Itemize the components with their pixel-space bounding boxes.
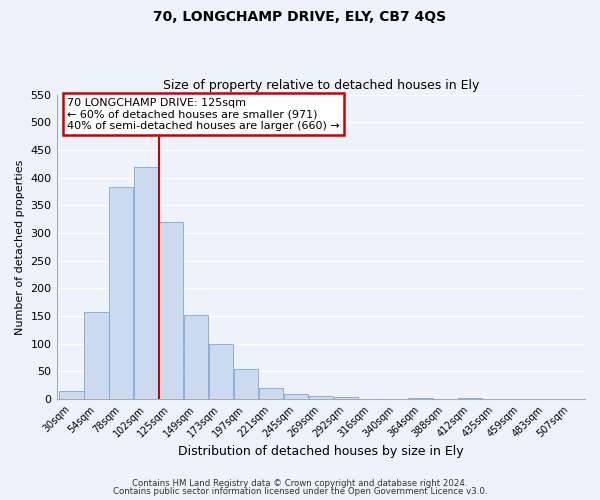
X-axis label: Distribution of detached houses by size in Ely: Distribution of detached houses by size … — [178, 444, 464, 458]
Title: Size of property relative to detached houses in Ely: Size of property relative to detached ho… — [163, 79, 479, 92]
Bar — [159, 222, 183, 399]
Bar — [334, 397, 358, 399]
Bar — [59, 391, 83, 399]
Bar — [109, 187, 133, 399]
Bar — [409, 398, 433, 399]
Bar — [558, 398, 582, 399]
Bar — [458, 398, 482, 399]
Bar — [134, 166, 158, 399]
Bar — [85, 312, 109, 399]
Text: Contains public sector information licensed under the Open Government Licence v3: Contains public sector information licen… — [113, 487, 487, 496]
Bar — [259, 388, 283, 399]
Text: 70, LONGCHAMP DRIVE, ELY, CB7 4QS: 70, LONGCHAMP DRIVE, ELY, CB7 4QS — [154, 10, 446, 24]
Text: 70 LONGCHAMP DRIVE: 125sqm
← 60% of detached houses are smaller (971)
40% of sem: 70 LONGCHAMP DRIVE: 125sqm ← 60% of deta… — [67, 98, 340, 131]
Bar — [184, 315, 208, 399]
Bar — [308, 396, 333, 399]
Bar — [234, 370, 258, 399]
Bar — [209, 344, 233, 399]
Y-axis label: Number of detached properties: Number of detached properties — [15, 159, 25, 334]
Bar — [284, 394, 308, 399]
Text: Contains HM Land Registry data © Crown copyright and database right 2024.: Contains HM Land Registry data © Crown c… — [132, 478, 468, 488]
Bar — [508, 398, 532, 399]
